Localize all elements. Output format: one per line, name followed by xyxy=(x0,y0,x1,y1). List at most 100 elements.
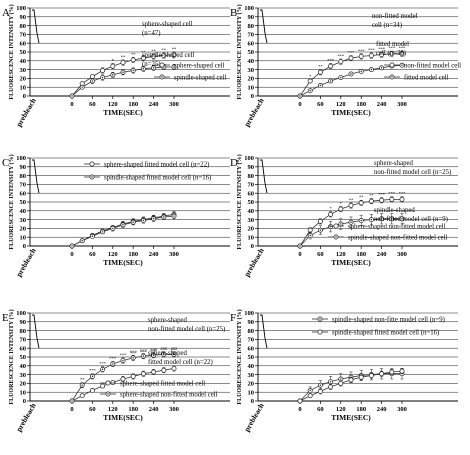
data-point xyxy=(151,369,157,375)
prebleach-trace xyxy=(32,159,40,194)
data-point xyxy=(110,63,116,69)
significance-mark: ### xyxy=(171,346,179,351)
y-tick-label: 0 xyxy=(23,243,26,250)
x-tick-label: 60 xyxy=(89,406,96,413)
data-point-center xyxy=(142,68,145,70)
x-tick-label: 300 xyxy=(169,406,179,413)
series-annotation: spindle-shaped cell xyxy=(142,52,194,59)
x-tick-label: 240 xyxy=(149,406,159,413)
legend-marker-center xyxy=(107,393,109,395)
data-point xyxy=(317,218,323,224)
y-axis-label: FLUORESCENCE INTENSITY (%) xyxy=(8,309,15,404)
legend-label: fitted model cell xyxy=(404,74,449,81)
y-tick-label: 10 xyxy=(20,234,27,241)
y-tick-label: 10 xyxy=(248,234,255,241)
data-point xyxy=(338,59,344,65)
data-point xyxy=(100,68,106,73)
series-annotation: sphere-shaped xyxy=(148,350,187,357)
legend: sphere-shaped cell spindle-shaped cell xyxy=(154,62,226,81)
y-tick-label: 80 xyxy=(20,328,27,335)
x-tick-label: 0 xyxy=(298,251,301,258)
data-point-center xyxy=(309,389,311,392)
y-tick-label: 0 xyxy=(23,398,26,405)
x-tick-label: 180 xyxy=(356,101,366,108)
x-tick-label: 180 xyxy=(356,251,366,258)
legend-marker xyxy=(317,329,323,335)
significance-mark: *** xyxy=(368,47,376,52)
series-annotation: (n=25) xyxy=(142,61,161,68)
data-point-center xyxy=(329,80,332,82)
y-tick-label: 20 xyxy=(248,76,255,83)
data-point-center xyxy=(173,215,175,217)
y-tick-label: 70 xyxy=(20,32,27,39)
legend-label: sphere-shaped non-fitted model cell xyxy=(120,391,218,398)
y-tick-label: 70 xyxy=(248,182,255,189)
legend-marker-center xyxy=(335,236,337,238)
y-axis-label: FLUORESCENCE INTENSITY (%) xyxy=(236,309,243,404)
prebleach-label: prebleach xyxy=(14,246,38,279)
x-tick-label: 300 xyxy=(169,101,179,108)
significance-mark: ** xyxy=(162,47,167,52)
data-point xyxy=(348,203,354,208)
y-tick-label: 100 xyxy=(244,155,254,162)
data-point-center xyxy=(360,70,362,73)
significance-mark: * xyxy=(112,58,115,63)
data-point-center xyxy=(299,95,301,97)
x-tick-label: 300 xyxy=(397,101,407,108)
y-tick-label: 100 xyxy=(244,310,254,317)
y-tick-label: 30 xyxy=(248,372,255,379)
data-point xyxy=(79,393,85,399)
data-point xyxy=(110,380,116,385)
significance-mark: *** xyxy=(388,46,396,51)
data-point-center xyxy=(380,67,383,69)
series-annotation: spindle-shaped xyxy=(374,207,415,214)
prebleach-trace xyxy=(260,9,268,44)
series-annotation: sphere-shaped cell xyxy=(142,21,192,28)
x-tick-label: 0 xyxy=(70,101,73,108)
data-point xyxy=(151,53,157,59)
data-point-center xyxy=(380,218,383,220)
significance-mark: *** xyxy=(388,191,396,196)
data-point-center xyxy=(173,66,175,68)
significance-mark: * xyxy=(329,206,332,211)
data-point-center xyxy=(132,357,134,359)
significance-mark: *** xyxy=(378,192,386,197)
data-point-center xyxy=(401,218,403,220)
significance-mark: *** xyxy=(358,48,366,53)
prebleach-trace xyxy=(260,159,268,194)
data-point xyxy=(120,60,126,66)
y-tick-label: 70 xyxy=(20,337,27,344)
y-tick-label: 30 xyxy=(20,372,27,379)
y-tick-label: 40 xyxy=(20,58,27,65)
data-point xyxy=(328,384,334,390)
y-tick-label: 60 xyxy=(248,345,255,352)
significance-mark: *** xyxy=(89,368,97,373)
significance-mark: *** xyxy=(348,50,356,55)
x-axis-label: TIME(SEC) xyxy=(331,258,371,267)
y-tick-label: 10 xyxy=(20,389,27,396)
data-point-center xyxy=(319,229,322,231)
data-point xyxy=(389,369,395,375)
panel-letter: D xyxy=(230,157,238,169)
legend-marker xyxy=(89,161,95,167)
panel-letter: E xyxy=(2,312,9,324)
data-point xyxy=(317,388,323,394)
data-point-center xyxy=(340,223,342,225)
series-annotation: cell (n=38) xyxy=(376,50,406,57)
data-point xyxy=(317,69,323,75)
y-tick-label: 40 xyxy=(248,58,255,65)
significance-mark: *** xyxy=(327,58,335,63)
significance-mark: *** xyxy=(399,191,407,196)
data-point xyxy=(171,365,177,371)
significance-mark: *** xyxy=(337,54,345,59)
data-point-center xyxy=(319,84,322,87)
data-point-center xyxy=(81,240,83,242)
legend-label: spindle-shaped non-fitte model cell (n=9… xyxy=(332,316,445,323)
y-axis-label: FLUORESCENCE INTENSITY (%) xyxy=(236,4,243,99)
data-point-center xyxy=(319,384,322,386)
legend: sphere-shaped non-fitted model cell spind… xyxy=(328,223,448,241)
data-point xyxy=(338,380,344,386)
series-annotation: non-fitted model cell (n=25) xyxy=(148,326,225,333)
x-tick-label: 180 xyxy=(128,251,138,258)
y-tick-label: 50 xyxy=(248,49,255,56)
